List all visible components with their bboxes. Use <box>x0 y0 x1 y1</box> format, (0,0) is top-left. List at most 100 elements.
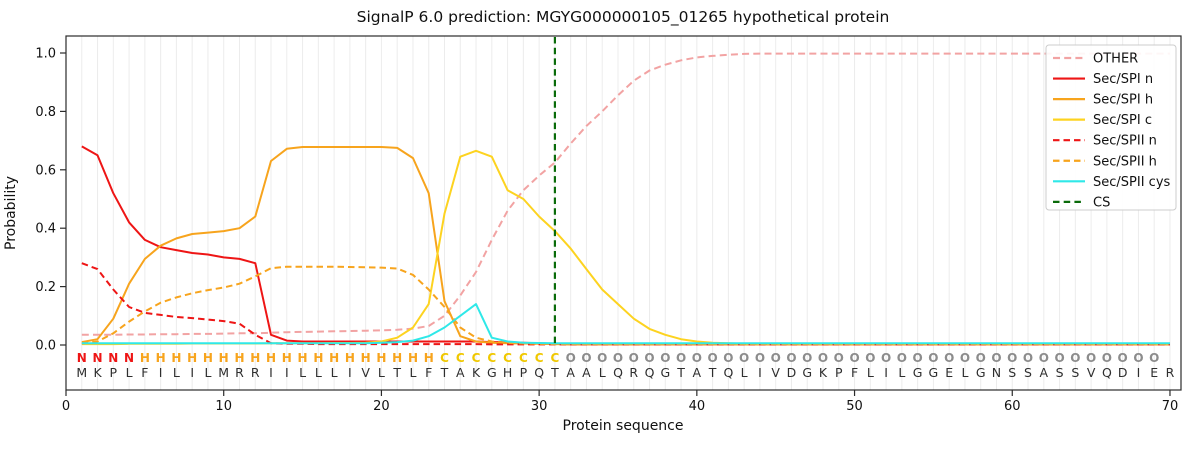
region-label: C <box>472 351 481 365</box>
region-label: C <box>519 351 528 365</box>
residue-letter: D <box>787 365 797 380</box>
region-label: O <box>723 351 733 365</box>
residue-letter: I <box>758 365 762 380</box>
residue-letter: V <box>1087 365 1096 380</box>
region-label: O <box>660 351 670 365</box>
residue-letter: L <box>204 365 211 380</box>
residue-letter: L <box>299 365 306 380</box>
residue-letter: G <box>976 365 986 380</box>
region-label: O <box>960 351 970 365</box>
region-label: O <box>739 351 749 365</box>
x-tick-label: 0 <box>62 399 70 414</box>
residue-letter: F <box>425 365 432 380</box>
residue-letter: A <box>582 365 591 380</box>
x-tick-label: 60 <box>1004 399 1021 414</box>
residue-letter: S <box>1056 365 1064 380</box>
region-label: O <box>1118 351 1128 365</box>
residue-letter: L <box>126 365 133 380</box>
series-other <box>81 52 1170 336</box>
residue-letter: A <box>693 365 702 380</box>
region-label: O <box>1070 351 1080 365</box>
x-tick-label: 70 <box>1162 399 1179 414</box>
region-label: O <box>897 351 907 365</box>
legend-label: OTHER <box>1093 52 1138 67</box>
region-label: O <box>786 351 796 365</box>
legend-label: Sec/SPI h <box>1093 93 1153 108</box>
region-label: O <box>1023 351 1033 365</box>
region-label: C <box>535 351 544 365</box>
region-label: O <box>566 351 576 365</box>
region-label: O <box>944 351 954 365</box>
x-tick-label: 30 <box>531 399 548 414</box>
residue-letter: G <box>660 365 670 380</box>
region-label: C <box>487 351 496 365</box>
axes-frame <box>65 35 1182 391</box>
chart-title: SignalP 6.0 prediction: MGYG000000105_01… <box>357 8 890 27</box>
residue-letter: S <box>1024 365 1032 380</box>
region-label: O <box>581 351 591 365</box>
region-label: O <box>881 351 891 365</box>
region-label: H <box>234 351 244 365</box>
legend-label: Sec/SPII cys <box>1093 175 1171 190</box>
region-label: O <box>1133 351 1143 365</box>
region-label: H <box>266 351 276 365</box>
region-label: N <box>77 351 87 365</box>
region-label: H <box>345 351 355 365</box>
region-label: O <box>708 351 718 365</box>
residue-letter: R <box>1166 365 1175 380</box>
region-label: O <box>913 351 923 365</box>
legend-label: CS <box>1093 195 1110 210</box>
residue-letter: Q <box>723 365 733 380</box>
residue-letter: G <box>913 365 923 380</box>
region-label: O <box>613 351 623 365</box>
residue-letter: G <box>487 365 497 380</box>
x-tick-label: 50 <box>846 399 863 414</box>
region-label: N <box>124 351 134 365</box>
region-label: O <box>629 351 639 365</box>
region-label: O <box>802 351 812 365</box>
region-label: H <box>156 351 166 365</box>
residue-letter: L <box>961 365 968 380</box>
residue-letter: L <box>315 365 322 380</box>
y-tick-label: 1.0 <box>35 47 56 62</box>
residue-letter: K <box>819 365 828 380</box>
residue-letter: I <box>1137 365 1141 380</box>
region-label: C <box>456 351 465 365</box>
residue-letter: S <box>1008 365 1016 380</box>
region-label: H <box>298 351 308 365</box>
residue-letter: Q <box>645 365 655 380</box>
region-label: H <box>187 351 197 365</box>
region-label: O <box>834 351 844 365</box>
y-tick-label: 0.0 <box>35 339 56 354</box>
residue-letter: A <box>566 365 575 380</box>
residue-letter: M <box>218 365 229 380</box>
series-sec-spii-n <box>81 262 1170 346</box>
residue-letter: L <box>409 365 416 380</box>
region-label: H <box>171 351 181 365</box>
legend-label: Sec/SPII n <box>1093 134 1157 149</box>
series-sec-spi-n <box>81 145 1170 346</box>
plot-frame <box>65 35 1182 391</box>
region-label: H <box>203 351 213 365</box>
residue-letter: I <box>348 365 352 380</box>
residue-letter: L <box>378 365 385 380</box>
region-label: O <box>849 351 859 365</box>
region-label: O <box>1102 351 1112 365</box>
region-label: N <box>93 351 103 365</box>
plot-grid <box>81 36 1171 390</box>
x-axis-label: Protein sequence <box>563 418 684 434</box>
residue-letter: V <box>771 365 780 380</box>
residue-letter: I <box>884 365 888 380</box>
series-sec-spi-h <box>81 146 1170 346</box>
x-tick-label: 20 <box>373 399 390 414</box>
region-label: C <box>440 351 449 365</box>
residue-letter: T <box>440 365 449 380</box>
residue-letter: I <box>285 365 289 380</box>
series-lines <box>81 52 1170 346</box>
residue-letter: P <box>110 365 118 380</box>
residue-letter: V <box>361 365 370 380</box>
residue-letter: L <box>741 365 748 380</box>
legend: OTHER Sec/SPI n Sec/SPI h Sec/SPI c Sec/SPII… <box>1045 44 1177 211</box>
region-label: O <box>676 351 686 365</box>
